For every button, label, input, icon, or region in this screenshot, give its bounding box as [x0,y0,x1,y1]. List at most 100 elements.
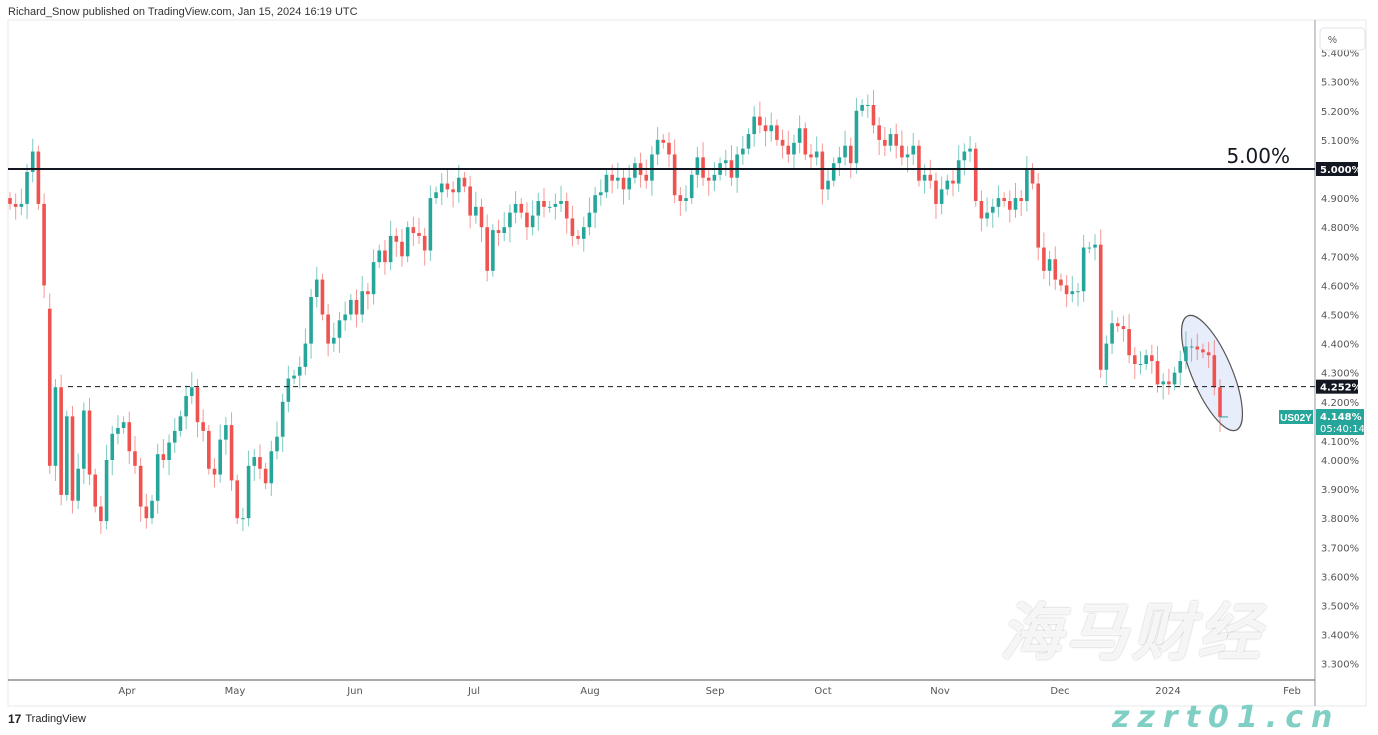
candle-body [723,160,728,164]
candle [684,185,688,212]
candle-body [826,180,830,190]
price-tick-label: 3.500% [1321,602,1359,613]
candle [581,216,586,252]
candle-body [218,439,222,475]
candle [826,167,830,200]
candle-body [604,174,609,193]
candle [25,163,29,220]
candle-body [127,422,132,452]
candle [127,411,132,465]
candle-body [161,454,166,460]
candle-body [797,128,802,143]
candle-body [309,297,313,344]
candle-body [13,203,18,207]
candle [87,397,92,486]
dashed-price-label [1316,379,1358,394]
candle [1172,366,1177,391]
candle [337,312,342,353]
candle [553,193,558,220]
candle [400,228,404,267]
candle [155,443,160,514]
price-tick-label: 3.300% [1321,660,1359,671]
candle-body [269,451,274,484]
candle-body [854,110,859,164]
horizontal-line-label: 5.00% [1226,144,1290,168]
candle-body [121,422,126,428]
candle-body [1167,381,1171,385]
candle [1184,331,1188,370]
price-axis[interactable]: 5.400% 5.300% 5.200% 5.100% 4.900% 4.800% 4.70… [1321,49,1359,671]
candle-body [155,454,160,501]
dashed-price-label-text: 4.252% [1320,383,1362,394]
candle [8,192,12,210]
candle [326,304,330,357]
candle-body [47,308,52,466]
candle-body [405,227,410,257]
candle-body [377,250,382,263]
candle-body [1104,343,1109,370]
candle [570,205,575,247]
candle [1195,333,1200,360]
candle-body [502,227,507,234]
candle-body [76,468,80,501]
time-tick-label: Oct [814,686,831,697]
candle [462,171,467,193]
time-tick-label: Sep [706,686,725,697]
candle [1076,283,1080,307]
candle [1036,173,1041,261]
candle-body [786,145,791,155]
candle [894,123,898,159]
candle [701,142,705,186]
candle [814,136,819,166]
candle-body [581,227,586,239]
candle-body [229,425,234,481]
candle [723,149,728,176]
candle-body [865,104,870,106]
chart-frame [7,19,1367,707]
candle [1144,349,1148,370]
candle [172,418,177,454]
candle [536,192,541,231]
candle [451,181,455,208]
candle-body [780,139,785,146]
candle [1025,156,1029,212]
candle-body [252,457,257,466]
candle [42,193,46,299]
candle [297,356,302,389]
candle [888,128,893,152]
candle-body [275,436,279,452]
candle [1002,192,1006,207]
candle-body [144,506,149,519]
candle-body [763,125,768,132]
candle-body [968,148,972,152]
candle [741,135,745,165]
candle-body [843,145,847,158]
candle-body [65,416,69,495]
candle [201,409,205,442]
candle-body [746,134,751,149]
candle [309,288,313,359]
candle-body [939,189,944,204]
unit-button[interactable] [1319,27,1366,51]
candle-body [184,395,188,417]
highlight-ellipse[interactable] [1169,308,1254,438]
candle-body [650,154,654,181]
candle-body [1144,355,1148,364]
price-tick-label: 5.200% [1321,107,1359,118]
candle [667,132,671,168]
price-tick-label: 4.800% [1321,223,1359,234]
tradingview-logo[interactable]: 17 TradingView [8,712,86,726]
candle-body [848,145,853,164]
candle [99,496,103,534]
time-axis[interactable]: Apr May Jun Jul Aug Sep Oct Nov Dec 2024 Feb [118,686,1301,697]
candle [973,142,978,207]
candle-body [116,427,120,434]
candle-body [25,171,29,204]
candle [1150,344,1154,374]
candle-body [530,215,535,228]
candle-body [235,480,240,519]
candle [218,424,222,483]
candle [491,224,495,277]
candle [474,191,478,224]
